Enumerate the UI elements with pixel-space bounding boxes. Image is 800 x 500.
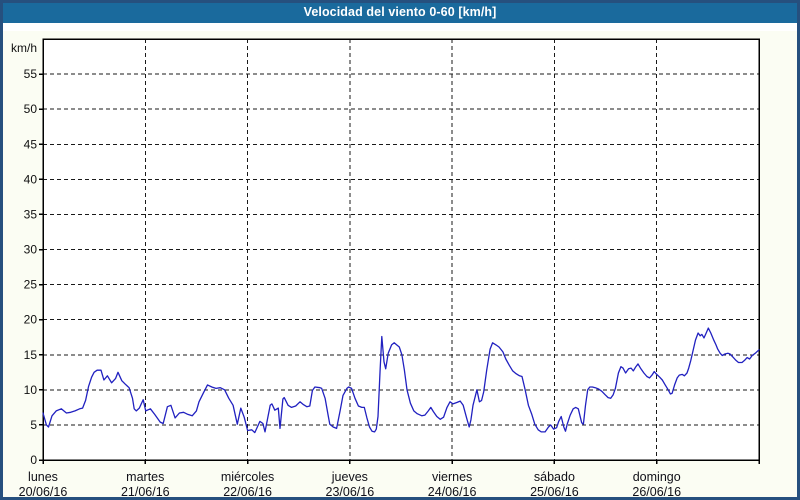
y-tick-label-25: 25 <box>24 278 38 292</box>
day-label-martes: martes <box>126 470 164 484</box>
y-tick-label-15: 15 <box>24 348 38 362</box>
y-tick-label-55: 55 <box>24 67 38 81</box>
y-tick-label-30: 30 <box>24 243 38 257</box>
title-gap-strip <box>0 23 800 31</box>
day-label-domingo: domingo <box>633 470 681 484</box>
y-tick-label-45: 45 <box>24 137 38 151</box>
date-label-sábado: 25/06/16 <box>530 485 579 499</box>
y-tick-label-0: 0 <box>30 453 37 467</box>
day-label-lunes: lunes <box>28 470 58 484</box>
y-tick-label-35: 35 <box>24 207 38 221</box>
day-label-sábado: sábado <box>534 470 575 484</box>
y-tick-label-50: 50 <box>24 102 38 116</box>
window-title-bar[interactable]: Velocidad del viento 0-60 [km/h] <box>0 0 800 23</box>
y-tick-label-10: 10 <box>24 383 38 397</box>
date-label-martes: 21/06/16 <box>121 485 170 499</box>
y-tick-label-5: 5 <box>30 418 37 432</box>
y-axis-unit-label: km/h <box>11 41 37 55</box>
day-label-jueves: jueves <box>331 470 368 484</box>
date-label-lunes: 20/06/16 <box>19 485 68 499</box>
day-label-miércoles: miércoles <box>221 470 275 484</box>
y-tick-label-20: 20 <box>24 313 38 327</box>
date-label-domingo: 26/06/16 <box>632 485 681 499</box>
date-label-miércoles: 22/06/16 <box>223 485 272 499</box>
date-label-jueves: 23/06/16 <box>326 485 375 499</box>
date-label-viernes: 24/06/16 <box>428 485 477 499</box>
window-title: Velocidad del viento 0-60 [km/h] <box>303 4 497 19</box>
day-label-viernes: viernes <box>432 470 472 484</box>
y-tick-label-40: 40 <box>24 172 38 186</box>
wind-speed-line <box>42 327 760 434</box>
plot-border <box>42 38 760 461</box>
